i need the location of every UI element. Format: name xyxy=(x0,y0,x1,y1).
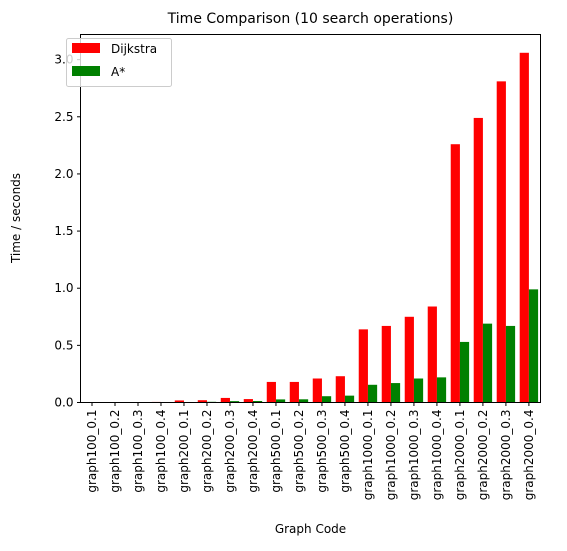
x-tick-label: graph1000_0.3 xyxy=(407,410,421,501)
x-tick-label: graph1000_0.4 xyxy=(430,409,444,500)
bar-dijkstra-graph2000_0.4 xyxy=(520,53,529,403)
legend: Dijkstra A* xyxy=(67,39,172,87)
y-tick-label: 2.0 xyxy=(54,167,73,181)
bar-dijkstra-graph1000_0.4 xyxy=(428,307,437,403)
x-tick-label: graph2000_0.3 xyxy=(499,410,513,501)
x-tick-label: graph200_0.1 xyxy=(177,410,191,493)
legend-label-astar: A* xyxy=(111,65,125,79)
x-axis: graph100_0.1 graph100_0.2 graph100_0.3 grap… xyxy=(85,403,536,501)
bar-astar-graph1000_0.4 xyxy=(437,377,446,402)
y-tick-label: 2.5 xyxy=(54,110,73,124)
bar-astar-graph500_0.4 xyxy=(345,396,354,403)
y-tick-label: 0.5 xyxy=(54,338,73,352)
bar-dijkstra-graph1000_0.2 xyxy=(382,326,391,403)
bar-astar-graph2000_0.3 xyxy=(506,326,515,403)
bar-astar-graph2000_0.1 xyxy=(460,342,469,403)
x-tick-label: graph500_0.1 xyxy=(269,410,283,493)
bar-dijkstra-graph1000_0.3 xyxy=(405,317,414,403)
x-tick-label: graph2000_0.2 xyxy=(476,410,490,501)
bar-dijkstra-graph2000_0.1 xyxy=(451,144,460,402)
y-axis: 0.00.51.01.52.02.53.0 xyxy=(54,53,80,410)
x-tick-label: graph500_0.2 xyxy=(292,410,306,493)
bar-dijkstra-graph500_0.2 xyxy=(290,382,299,403)
bar-astar-graph2000_0.2 xyxy=(483,324,492,403)
bar-dijkstra-graph500_0.4 xyxy=(336,376,345,402)
legend-label-dijkstra: Dijkstra xyxy=(111,42,157,56)
x-tick-label: graph200_0.3 xyxy=(223,410,237,493)
bars-layer xyxy=(83,53,538,403)
bar-dijkstra-graph500_0.1 xyxy=(267,382,276,403)
bar-astar-graph500_0.3 xyxy=(322,396,331,402)
bar-dijkstra-graph2000_0.3 xyxy=(497,81,506,402)
bar-dijkstra-graph200_0.3 xyxy=(221,398,230,403)
y-tick-label: 1.5 xyxy=(54,224,73,238)
y-tick-label: 1.0 xyxy=(54,281,73,295)
bar-astar-graph1000_0.2 xyxy=(391,383,400,402)
bar-dijkstra-graph1000_0.1 xyxy=(359,329,368,402)
bar-astar-graph1000_0.1 xyxy=(368,385,377,403)
bar-dijkstra-graph500_0.3 xyxy=(313,379,322,403)
x-tick-label: graph100_0.3 xyxy=(131,410,145,493)
bar-dijkstra-graph200_0.4 xyxy=(244,399,253,402)
x-axis-label: Graph Code xyxy=(275,522,346,536)
bar-astar-graph1000_0.3 xyxy=(414,379,423,403)
x-tick-label: graph1000_0.2 xyxy=(384,410,398,501)
y-tick-label: 0.0 xyxy=(54,396,73,410)
x-tick-label: graph100_0.1 xyxy=(85,410,99,493)
x-tick-label: graph500_0.4 xyxy=(338,410,352,493)
x-tick-label: graph2000_0.4 xyxy=(522,410,536,501)
bar-astar-graph2000_0.4 xyxy=(529,289,538,402)
bar-dijkstra-graph2000_0.2 xyxy=(474,118,483,403)
x-tick-label: graph200_0.2 xyxy=(200,410,214,493)
legend-swatch-dijkstra xyxy=(72,43,100,53)
x-tick-label: graph200_0.4 xyxy=(246,410,260,493)
legend-swatch-astar xyxy=(72,66,100,76)
x-tick-label: graph100_0.2 xyxy=(108,410,122,493)
y-axis-label: Time / seconds xyxy=(9,173,23,264)
x-tick-label: graph500_0.3 xyxy=(315,410,329,493)
plot-frame xyxy=(81,35,541,403)
x-tick-label: graph2000_0.1 xyxy=(453,409,467,500)
x-tick-label: graph100_0.4 xyxy=(154,410,168,493)
chart-title: Time Comparison (10 search operations) xyxy=(167,11,454,27)
x-tick-label: graph1000_0.1 xyxy=(361,410,375,501)
